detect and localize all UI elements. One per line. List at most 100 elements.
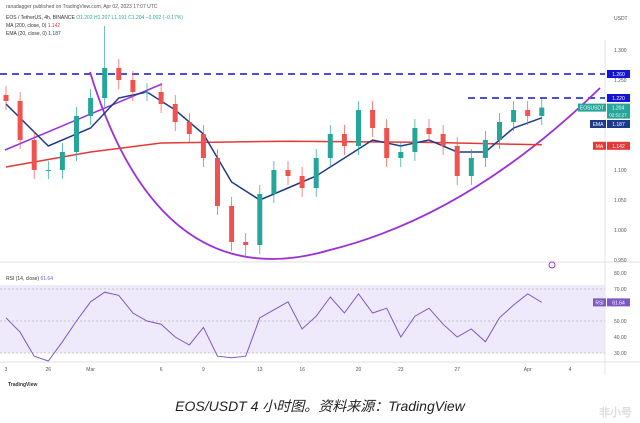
ema-value: 1.187	[48, 31, 61, 37]
candle	[3, 95, 9, 101]
candle	[426, 128, 432, 134]
watermark: 非小号	[599, 407, 632, 419]
ema-value-tag: 1.187	[612, 122, 625, 128]
rsi-tick: 30.00	[614, 351, 627, 357]
time-tick: 26	[46, 367, 52, 373]
rsi-value-tag: 61.64	[612, 300, 625, 306]
ema-tag-bg	[590, 120, 606, 128]
candle	[468, 158, 474, 176]
candle	[327, 134, 333, 158]
price-tick: 1.300	[614, 48, 627, 54]
time-tick: 13	[257, 367, 263, 373]
candle	[384, 128, 390, 158]
time-tick: 16	[299, 367, 305, 373]
candle	[454, 146, 460, 176]
candle	[229, 206, 235, 242]
ma-legend[interactable]: MA (200, close, 0) 1.142	[6, 23, 60, 29]
price-tag-bg	[607, 103, 630, 119]
rounding-bottom-arc	[89, 71, 601, 260]
price-tick: 1.000	[614, 228, 627, 234]
time-tick: 23	[398, 367, 404, 373]
rsi-line	[5, 291, 543, 362]
candle	[130, 80, 136, 92]
rsi-tick: 70.00	[614, 287, 627, 293]
caption: EOS/USDT 4 小时图。资料来源：TradingView	[175, 398, 465, 414]
time-tick: 4	[569, 367, 572, 373]
candle	[59, 152, 65, 170]
ema-tag: EMA	[593, 122, 605, 128]
candle	[482, 140, 488, 158]
symbol: EOS / TetherUS, 4h, BINANCE	[6, 15, 75, 21]
rsi-tag-bg	[593, 298, 606, 307]
time-tick: 27	[454, 367, 460, 373]
candle	[17, 101, 23, 140]
price-tick: 0.950	[614, 258, 627, 264]
currency-label: USDT	[614, 16, 628, 22]
ma-value: 1.142	[47, 23, 61, 29]
price-tick: 1.250	[614, 78, 627, 84]
candle	[398, 152, 404, 158]
ma-tag: MA	[596, 144, 604, 150]
candle	[299, 176, 305, 188]
candle	[539, 107, 545, 116]
ema-legend[interactable]: EMA (20, close, 0) 1.187	[6, 31, 61, 37]
symbol-tag-bg	[578, 103, 606, 112]
candle	[370, 110, 376, 128]
rsi-label: RSI (14, close)	[6, 276, 40, 282]
candle	[525, 110, 531, 116]
candle	[186, 122, 192, 134]
alert-icon	[548, 261, 556, 269]
candle	[313, 158, 319, 188]
candle	[412, 128, 418, 152]
ma-tag-bg	[593, 141, 606, 150]
rsi-legend[interactable]: RSI (14, close) 61.64	[6, 276, 53, 282]
candle	[243, 242, 249, 245]
time-tick: 3	[5, 367, 8, 373]
candle	[31, 140, 37, 170]
candle	[285, 170, 291, 176]
candle	[102, 68, 108, 98]
candle	[200, 134, 206, 158]
candle	[116, 68, 122, 80]
price-tag: 1.204	[612, 106, 625, 112]
rsi-value: 61.64	[40, 276, 53, 282]
candle	[257, 194, 263, 245]
level-tag-1260-bg	[607, 70, 630, 78]
level-tag-1220: 1.220	[612, 96, 625, 102]
tradingview-logo: TradingView	[8, 382, 38, 388]
price-chart[interactable]: USDT 1.300 1.250 1.100 1.050 1.000 0.950 80.00 7…	[0, 0, 640, 390]
ohlc: O1.202 H1.207 L1.191 C1.204 −0.002 (−0.1…	[76, 15, 183, 21]
candle	[271, 170, 277, 194]
candle	[511, 110, 517, 122]
ma-value-tag: 1.142	[612, 144, 625, 150]
rsi-tag: RSI	[595, 300, 603, 306]
rsi-tick: 80.00	[614, 271, 627, 277]
candle	[356, 110, 361, 146]
level-tag-1260: 1.260	[612, 72, 625, 78]
candle	[45, 170, 51, 171]
candle	[215, 158, 220, 206]
ma-value-tag-bg	[607, 141, 630, 150]
time-tick: 9	[202, 367, 205, 373]
price-tick: 1.050	[614, 198, 627, 204]
time-tick: 6	[160, 367, 163, 373]
candle	[158, 92, 164, 104]
time-tick: Apr	[524, 367, 532, 373]
rsi-tick: 50.00	[614, 319, 627, 325]
candle	[341, 134, 347, 146]
ema-value-tag-bg	[607, 120, 630, 128]
rsi-value-tag-bg	[607, 298, 630, 307]
rsi-band-fill	[0, 285, 605, 353]
published-line: ranadagger published on TradingView.com,…	[6, 4, 158, 10]
ema-label: EMA (20, close, 0)	[6, 31, 47, 37]
symbol-tag: EOSUSDT	[580, 106, 604, 112]
candle	[497, 122, 502, 140]
rsi-tick: 40.00	[614, 335, 627, 341]
ma-label: MA (200, close, 0)	[6, 23, 47, 29]
time-tick: Mar	[86, 367, 95, 373]
candle	[144, 92, 150, 93]
symbol-legend: EOS / TetherUS, 4h, BINANCE O1.202 H1.20…	[6, 15, 183, 21]
candle	[74, 116, 79, 152]
candle	[88, 98, 94, 116]
candle	[440, 134, 446, 146]
